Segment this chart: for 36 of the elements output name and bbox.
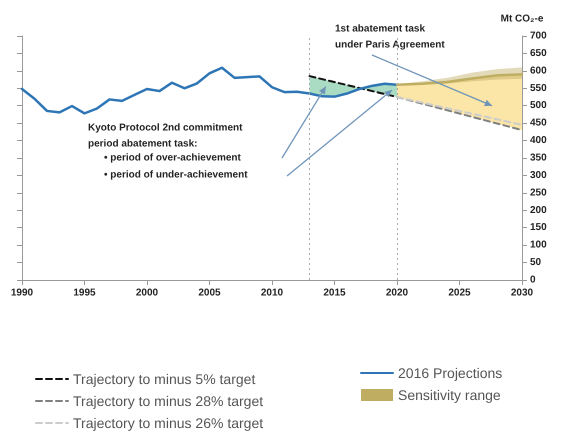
annotation: • period of under-achievement: [104, 170, 248, 180]
x-tick-label: 2005: [198, 288, 222, 298]
y-tick-label: 50: [530, 257, 542, 268]
annotation: 1st abatement task under Paris Agreement: [335, 24, 446, 50]
legend-label: Sensitivity range: [398, 387, 501, 403]
x-tick-label: 2020: [386, 288, 409, 298]
annotation: • period of over-achievement: [104, 152, 242, 164]
y-tick-label: 650: [530, 48, 548, 59]
annotation: Kyoto Protocol 2nd commitment period abatement task:: [88, 122, 246, 150]
x-tick-label: 2030: [510, 288, 534, 298]
x-tick-label: 2010: [260, 288, 284, 298]
y-tick-label: 500: [530, 100, 548, 112]
y-axis-title: Mt CO₂-e: [500, 14, 544, 24]
x-tick-label: 1995: [73, 288, 96, 298]
y-tick-label: 0: [530, 274, 536, 286]
x-tick-label: 2025: [448, 288, 472, 298]
y-tick-label: 550: [530, 82, 548, 94]
legend-label: Trajectory to minus 5% target: [73, 371, 256, 387]
legend-label: Trajectory to minus 26% target: [73, 415, 264, 431]
y-tick-label: 450: [530, 118, 548, 129]
y-tick-label: 400: [530, 135, 548, 146]
y-tick-label: 350: [530, 152, 548, 164]
y-tick-label: 150: [530, 222, 548, 234]
y-tick-label: 250: [530, 187, 548, 198]
x-tick-label: 2015: [323, 288, 346, 298]
y-tick-label: 100: [530, 240, 548, 251]
line-series: [20, 66, 398, 115]
line-series: [396, 73, 524, 86]
x-tick-label: 1990: [10, 288, 34, 298]
y-tick-label: 200: [530, 204, 548, 216]
legend-label: 2016 Projections: [398, 365, 502, 381]
y-tick-label: 600: [530, 65, 548, 76]
x-tick-label: 2000: [136, 288, 159, 298]
y-tick-label: 700: [530, 30, 548, 42]
legend-label: Trajectory to minus 28% target: [73, 393, 264, 409]
y-tick-label: 300: [530, 170, 548, 181]
